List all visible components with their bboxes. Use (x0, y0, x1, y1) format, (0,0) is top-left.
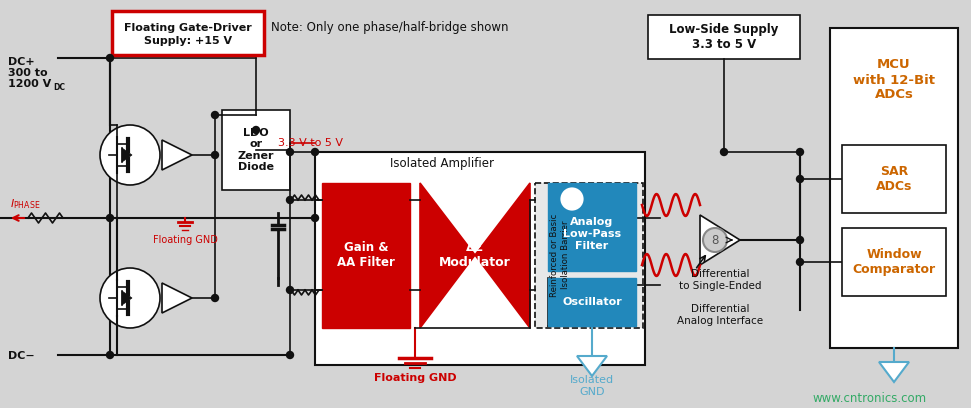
Circle shape (559, 186, 585, 212)
Text: Gain &
AA Filter: Gain & AA Filter (337, 241, 395, 269)
Text: 3.3 V to 5 V: 3.3 V to 5 V (278, 138, 343, 148)
Text: Differential
Analog Interface: Differential Analog Interface (677, 304, 763, 326)
Circle shape (100, 268, 160, 328)
Circle shape (796, 259, 803, 266)
Polygon shape (700, 215, 740, 265)
Circle shape (212, 111, 218, 118)
Bar (842, 145, 946, 213)
Text: LDO
or
Zener
Diode: LDO or Zener Diode (238, 128, 274, 173)
Circle shape (100, 125, 160, 185)
Polygon shape (879, 362, 909, 382)
Text: Differential
to Single-Ended: Differential to Single-Ended (679, 269, 761, 291)
Polygon shape (475, 183, 530, 328)
Text: DC−: DC− (8, 351, 35, 361)
Text: www.cntronics.com: www.cntronics.com (813, 392, 927, 404)
Text: ΔΣ
Modulator: ΔΣ Modulator (439, 241, 511, 269)
Bar (830, 28, 958, 348)
Text: MCU
with 12-Bit
ADCs: MCU with 12-Bit ADCs (853, 58, 935, 102)
Circle shape (252, 126, 259, 133)
Circle shape (286, 197, 293, 204)
Text: Isolated
GND: Isolated GND (570, 375, 614, 397)
Text: Reinforced or Basic
Isolation Barrier: Reinforced or Basic Isolation Barrier (551, 213, 570, 297)
Bar (648, 15, 800, 59)
Polygon shape (420, 183, 475, 328)
Circle shape (107, 352, 114, 359)
Circle shape (796, 175, 803, 182)
Circle shape (107, 55, 114, 62)
Circle shape (286, 286, 293, 293)
Polygon shape (162, 140, 192, 170)
Text: Floating GND: Floating GND (374, 373, 456, 383)
Polygon shape (122, 148, 132, 162)
Circle shape (796, 237, 803, 244)
Polygon shape (577, 356, 607, 376)
Text: 7: 7 (568, 193, 577, 206)
Bar (548, 183, 636, 271)
Circle shape (212, 151, 218, 158)
Text: Low-Side Supply
3.3 to 5 V: Low-Side Supply 3.3 to 5 V (669, 23, 779, 51)
Bar (112, 11, 264, 55)
Text: $I_{\mathrm{PHASE}}$: $I_{\mathrm{PHASE}}$ (10, 197, 41, 211)
Circle shape (720, 149, 727, 155)
Text: Analog
Low-Pass
Filter: Analog Low-Pass Filter (563, 217, 621, 251)
Text: DC+: DC+ (8, 57, 35, 67)
Text: 1200 V: 1200 V (8, 79, 51, 89)
Circle shape (212, 295, 218, 302)
Text: Isolated Amplifier: Isolated Amplifier (390, 157, 494, 171)
Bar (842, 228, 946, 296)
Text: Note: Only one phase/half-bridge shown: Note: Only one phase/half-bridge shown (271, 22, 509, 35)
Circle shape (107, 215, 114, 222)
Polygon shape (162, 283, 192, 313)
Bar (548, 278, 636, 326)
Circle shape (703, 228, 727, 252)
Text: Floating GND: Floating GND (152, 235, 218, 245)
Circle shape (312, 215, 318, 222)
Text: DC: DC (53, 83, 65, 92)
Circle shape (796, 149, 803, 155)
Text: 300 to: 300 to (8, 68, 48, 78)
Text: Window
Comparator: Window Comparator (853, 248, 936, 276)
Bar (322, 183, 410, 328)
Text: Oscillator: Oscillator (562, 297, 621, 307)
Circle shape (312, 149, 318, 155)
Bar (315, 152, 645, 365)
Bar (535, 183, 643, 328)
Bar (222, 110, 290, 190)
Text: 8: 8 (712, 233, 719, 246)
Text: Supply: +15 V: Supply: +15 V (144, 36, 232, 46)
Polygon shape (122, 291, 132, 305)
Circle shape (286, 352, 293, 359)
Text: SAR
ADCs: SAR ADCs (876, 165, 912, 193)
Text: Floating Gate-Driver: Floating Gate-Driver (124, 23, 251, 33)
Circle shape (286, 149, 293, 155)
